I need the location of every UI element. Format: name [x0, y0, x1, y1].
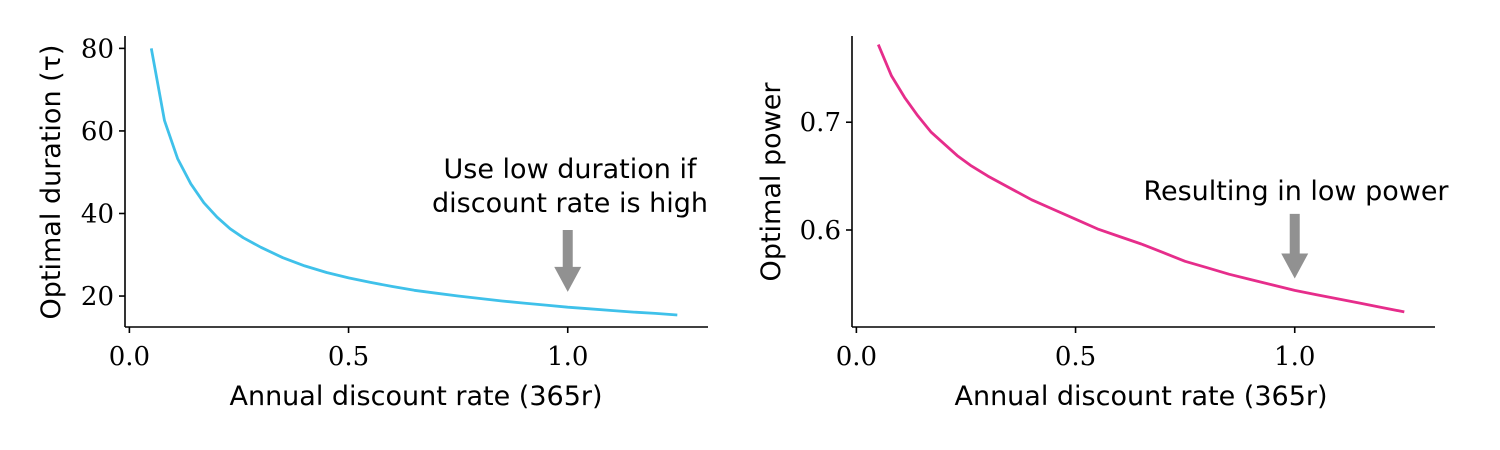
left-y-tick-label: 40 [81, 199, 114, 229]
left-y-ticks: 20 40 60 80 [81, 34, 125, 312]
left-y-tick-label: 80 [81, 34, 114, 64]
left-series-line [149, 48, 678, 317]
left-y-tick-label: 20 [81, 282, 114, 312]
left-x-tick-label: 0.5 [328, 342, 369, 372]
left-annotation-arrow [554, 230, 582, 292]
left-x-tick-label: 0.0 [109, 342, 150, 372]
right-x-tick-label: 0.5 [1055, 342, 1096, 372]
right-y-tick-label: 0.7 [800, 108, 841, 138]
left-x-tick-label: 1.0 [547, 342, 588, 372]
chart-left-duration: 0.0 0.5 1.0 20 40 60 80 Annual discount rate … [36, 34, 708, 412]
right-x-tick-label: 1.0 [1274, 342, 1315, 372]
right-y-axis-label: Optimal power [756, 82, 787, 282]
left-y-tick-label: 60 [81, 117, 114, 147]
right-series-line [877, 44, 1405, 314]
right-annotation-line-1: Resulting in low power [1143, 176, 1449, 207]
right-x-ticks: 0.0 0.5 1.0 [836, 327, 1315, 372]
left-x-ticks: 0.0 0.5 1.0 [109, 327, 588, 372]
right-y-tick-label: 0.6 [800, 216, 841, 246]
right-x-axis-label: Annual discount rate (365r) [954, 381, 1327, 412]
left-y-axis-label: Optimal duration (τ) [36, 45, 67, 320]
left-annotation-line-1: Use low duration if [444, 154, 698, 185]
right-y-ticks: 0.6 0.7 [800, 108, 852, 246]
chart-right-power: 0.0 0.5 1.0 0.6 0.7 Annual discount rate (3… [756, 36, 1449, 412]
right-annotation-arrow [1281, 213, 1309, 279]
right-x-tick-label: 0.0 [836, 342, 877, 372]
left-x-axis-label: Annual discount rate (365r) [229, 381, 602, 412]
left-annotation-line-2: discount rate is high [432, 188, 708, 219]
